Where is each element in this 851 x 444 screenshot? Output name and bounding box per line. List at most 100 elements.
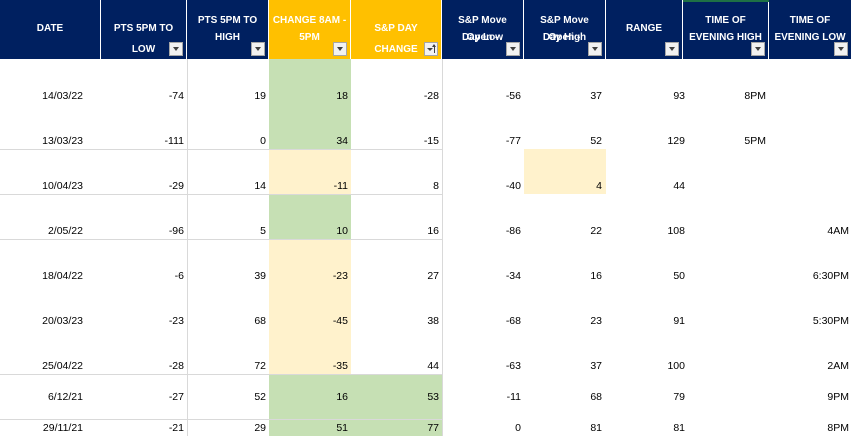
cell-sp-high[interactable]: 22 [590,225,602,237]
header-label-line2: 5PM [299,32,320,43]
header-date[interactable]: DATE [0,0,101,59]
cell-sp-day[interactable]: 16 [427,225,439,237]
cell-pts-high[interactable]: 5 [260,225,266,237]
cell-date[interactable]: 13/03/23 [42,135,83,147]
cell-t-low[interactable]: 4AM [827,225,849,237]
cell-change[interactable]: -35 [332,360,348,372]
cell-sp-low[interactable]: -86 [505,225,521,237]
cell-pts-high[interactable]: 39 [254,270,266,282]
cell-range[interactable]: 129 [667,135,685,147]
cell-range[interactable]: 91 [673,315,685,327]
cell-range[interactable]: 93 [673,90,685,102]
cell-range[interactable]: 100 [667,360,685,372]
cell-sp-high[interactable]: 37 [590,360,602,372]
header-time-evening-low[interactable]: TIME OF EVENING LOW [769,0,851,59]
cell-range[interactable]: 108 [667,225,685,237]
cell-pts-high[interactable]: 29 [254,422,266,434]
cell-t-low[interactable]: 2AM [827,360,849,372]
cell-date[interactable]: 6/12/21 [47,391,83,403]
header-sp-day-high[interactable]: S&P Move Open - Day High [524,0,606,59]
cell-t-low[interactable]: 9PM [827,391,849,403]
cell-pts-high[interactable]: 14 [254,180,266,192]
cell-change[interactable]: 51 [336,422,348,434]
cell-sp-day[interactable]: 53 [427,391,439,403]
cell-change[interactable]: 18 [336,90,348,102]
cell-sp-day[interactable]: 38 [427,315,439,327]
cell-pts-low[interactable]: -111 [164,135,184,147]
cell-range[interactable]: 79 [673,391,685,403]
cell-sp-day[interactable]: -15 [423,135,439,147]
cell-change[interactable]: -23 [332,270,348,282]
cell-sp-high[interactable]: 4 [596,180,602,192]
cell-sp-day[interactable]: 44 [427,360,439,372]
header-sp-day-low[interactable]: S&P Move Open - Day Low [442,0,524,59]
cell-sp-low[interactable]: -77 [505,135,521,147]
cell-sp-day[interactable]: 77 [427,422,439,434]
cell-date[interactable]: 25/04/22 [42,360,83,372]
filter-dropdown-icon[interactable] [665,42,679,56]
cell-date[interactable]: 29/11/21 [42,422,83,434]
cell-range[interactable]: 81 [673,422,685,434]
cell-change[interactable]: -45 [332,315,348,327]
cell-pts-high[interactable]: 52 [254,391,266,403]
cell-sp-low[interactable]: -11 [506,391,521,403]
cell-date[interactable]: 20/03/23 [42,315,83,327]
header-pts-low[interactable]: PTS 5PM TO LOW [101,0,187,59]
cell-date[interactable]: 2/05/22 [47,225,83,237]
filter-dropdown-icon[interactable] [506,42,520,56]
filter-dropdown-icon[interactable] [588,42,602,56]
cell-sp-low[interactable]: -63 [505,360,521,372]
cell-date[interactable]: 10/04/23 [42,180,83,192]
cell-sp-day[interactable]: -28 [423,90,439,102]
filter-dropdown-icon[interactable] [834,42,848,56]
cell-range[interactable]: 44 [673,180,685,192]
cell-sp-low[interactable]: -40 [505,180,521,192]
cell-pts-high[interactable]: 68 [254,315,266,327]
cell-sp-low[interactable]: 0 [515,422,521,434]
cell-pts-low[interactable]: -74 [168,90,184,102]
cell-change[interactable]: 34 [336,135,348,147]
header-change[interactable]: CHANGE 8AM - 5PM [269,0,351,59]
cell-pts-low[interactable]: -96 [168,225,184,237]
header-pts-high[interactable]: PTS 5PM TO HIGH [187,0,269,59]
cell-sp-high[interactable]: 81 [590,422,602,434]
header-sp-day-change[interactable]: S&P DAY CHANGE [351,0,442,59]
cell-pts-low[interactable]: -6 [174,270,184,282]
header-range[interactable]: RANGE [606,0,683,59]
cell-pts-low[interactable]: -23 [168,315,184,327]
cell-t-high[interactable]: 5PM [744,135,766,147]
cell-change[interactable]: -11 [333,180,348,192]
cell-pts-high[interactable]: 19 [254,90,266,102]
filter-dropdown-icon[interactable] [333,42,347,56]
cell-pts-high[interactable]: 72 [254,360,266,372]
cell-sp-high[interactable]: 23 [590,315,602,327]
cell-sp-high[interactable]: 52 [590,135,602,147]
cell-t-low[interactable]: 6:30PM [812,270,849,282]
cell-sp-high[interactable]: 16 [590,270,602,282]
cell-pts-high[interactable]: 0 [260,135,266,147]
cell-sp-low[interactable]: -56 [505,90,521,102]
cell-date[interactable]: 18/04/22 [42,270,83,282]
cell-sp-high[interactable]: 37 [590,90,602,102]
cell-change[interactable]: 16 [336,391,348,403]
cell-sp-low[interactable]: -34 [505,270,521,282]
cell-t-high[interactable]: 8PM [744,90,766,102]
cell-range[interactable]: 50 [673,270,685,282]
cell-sp-day[interactable]: 8 [433,180,439,192]
cell-pts-low[interactable]: -28 [168,360,184,372]
cell-sp-high[interactable]: 68 [590,391,602,403]
header-time-evening-high[interactable]: TIME OF EVENING HIGH [683,0,769,59]
filter-dropdown-icon[interactable] [751,42,765,56]
sort-ascending-filter-icon[interactable] [424,42,438,56]
cell-pts-low[interactable]: -27 [168,391,184,403]
cell-date[interactable]: 14/03/22 [42,90,83,102]
cell-pts-low[interactable]: -29 [168,180,184,192]
filter-dropdown-icon[interactable] [169,42,183,56]
cell-t-low[interactable]: 8PM [827,422,849,434]
cell-pts-low[interactable]: -21 [168,422,184,434]
cell-t-low[interactable]: 5:30PM [812,315,849,327]
cell-change[interactable]: 10 [336,225,348,237]
cell-sp-low[interactable]: -68 [505,315,521,327]
filter-dropdown-icon[interactable] [251,42,265,56]
cell-sp-day[interactable]: 27 [427,270,439,282]
